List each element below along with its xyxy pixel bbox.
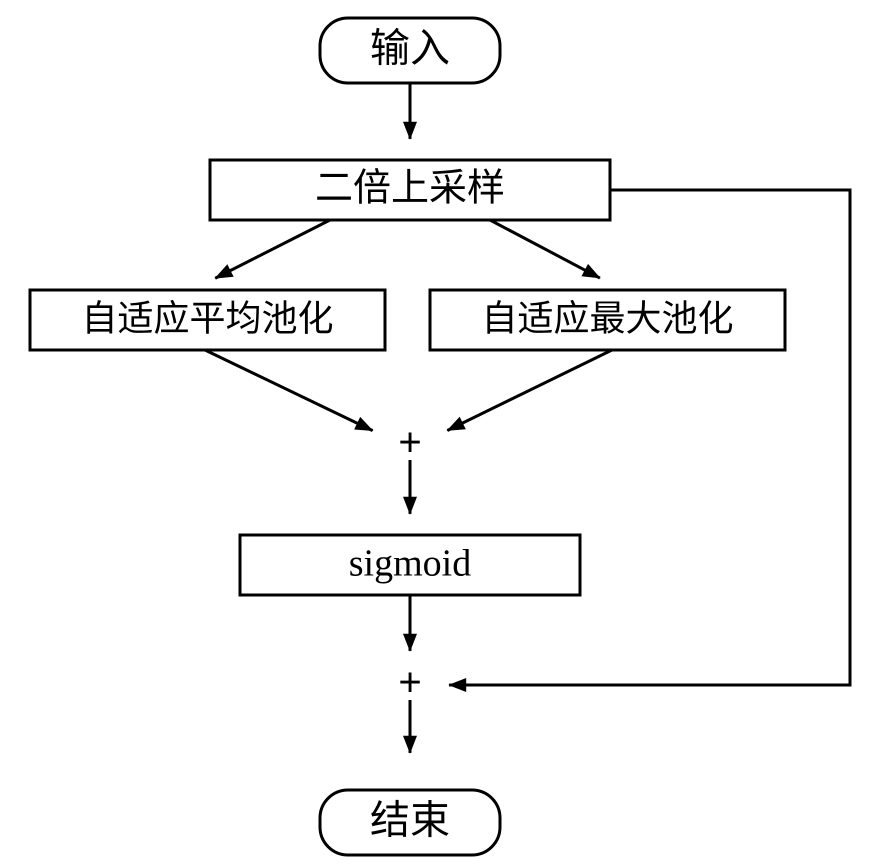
node-maxpool-label: 自适应最大池化: [481, 298, 733, 338]
edge-4: [447, 350, 612, 430]
node-sigmoid-label: sigmoid: [349, 543, 471, 585]
node-plus2: +: [398, 661, 421, 705]
edge-8: [449, 190, 850, 685]
node-input-label: 输入: [370, 26, 450, 71]
nodes-layer: 输入二倍上采样自适应平均池化 自适应最大池化 + sigmoid + 结束: [30, 18, 785, 855]
node-end-label: 结束: [370, 798, 450, 843]
node-avgpool-label: 自适应平均池化: [81, 298, 333, 338]
edge-2: [490, 220, 600, 278]
edge-1: [215, 220, 330, 278]
edge-3: [205, 350, 373, 431]
node-upsample-label: 二倍上采样: [315, 168, 505, 210]
node-plus1: +: [398, 421, 421, 465]
flowchart-canvas: 输入二倍上采样自适应平均池化 自适应最大池化 + sigmoid + 结束: [0, 0, 887, 866]
